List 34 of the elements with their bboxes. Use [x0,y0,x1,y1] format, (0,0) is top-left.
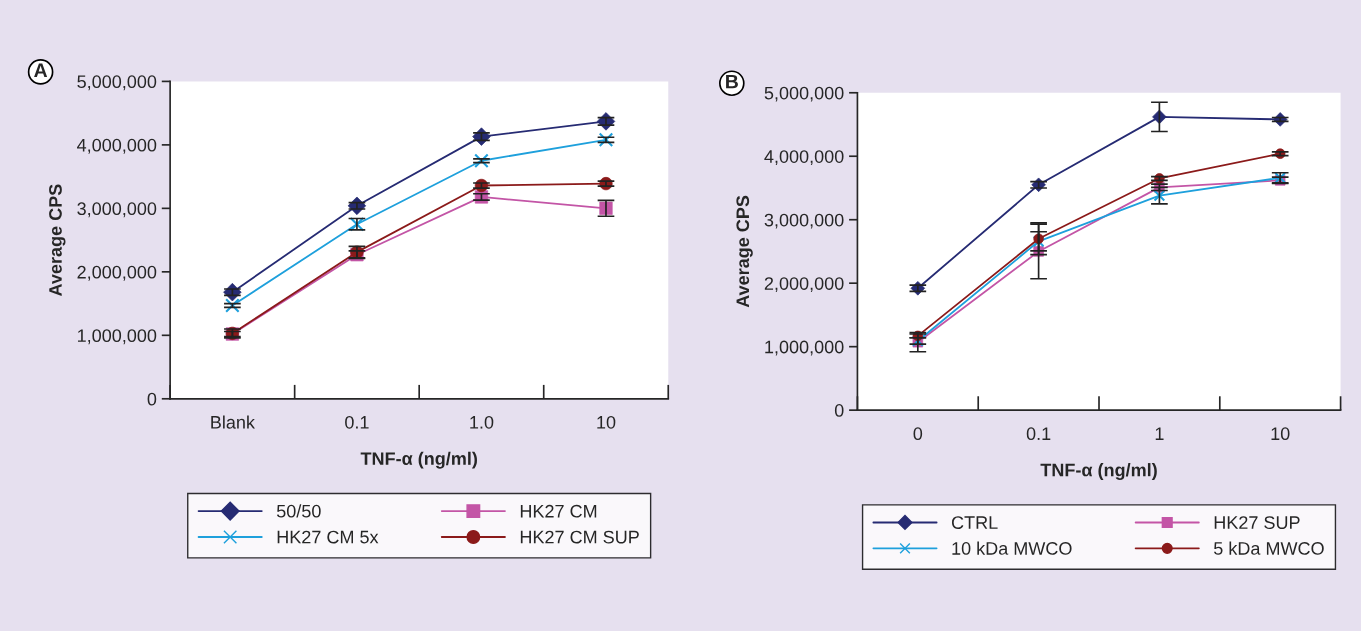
x-axis-title: TNF-α (ng/ml) [1040,463,1157,480]
y-axis-title: Average CPS [736,195,753,308]
y-tick-label: 4,000,000 [77,138,157,154]
y-tick-label: 3,000,000 [77,202,157,218]
x-tick-label: 10 [597,415,616,429]
legend-label: 5 kDa MWCO [1213,541,1324,555]
y-tick-label: 1,000,000 [77,329,157,345]
x-tick-label: 0 [913,427,923,441]
x-tick-label: 1.0 [470,415,494,429]
y-tick-label: 0 [834,404,844,417]
y-tick-label: 2,000,000 [77,265,157,281]
legend-label: 50/50 [276,504,321,518]
y-axis-title: Average CPS [49,184,66,297]
chart-title: B [726,74,738,89]
x-tick-label: 0.1 [345,415,369,429]
y-tick-label: 4,000,000 [764,150,844,166]
y-tick-label: 5,000,000 [764,86,844,102]
y-tick-label: 0 [147,392,157,406]
legend-label: CTRL [951,516,998,529]
legend-label: HK27 CM 5x [277,530,379,544]
chart-title: A [34,63,48,77]
x-tick-label: 0.1 [1026,427,1051,441]
x-tick-label: 10 [1271,427,1290,441]
legend-label: HK27 CM SUP [520,530,639,544]
x-tick-label: Blank [211,415,255,429]
legend-label: 10 kDa MWCO [952,541,1072,555]
y-tick-label: 1,000,000 [765,340,844,356]
x-axis-title: TNF-α (ng/ml) [360,451,477,469]
legend-label: HK27 CM [520,504,597,518]
x-tick-label: 1 [1155,427,1164,440]
y-tick-label: 3,000,000 [764,213,844,229]
y-tick-label: 2,000,000 [764,277,844,293]
legend-label: HK27 SUP [1214,516,1300,529]
y-tick-label: 5,000,000 [77,75,157,91]
